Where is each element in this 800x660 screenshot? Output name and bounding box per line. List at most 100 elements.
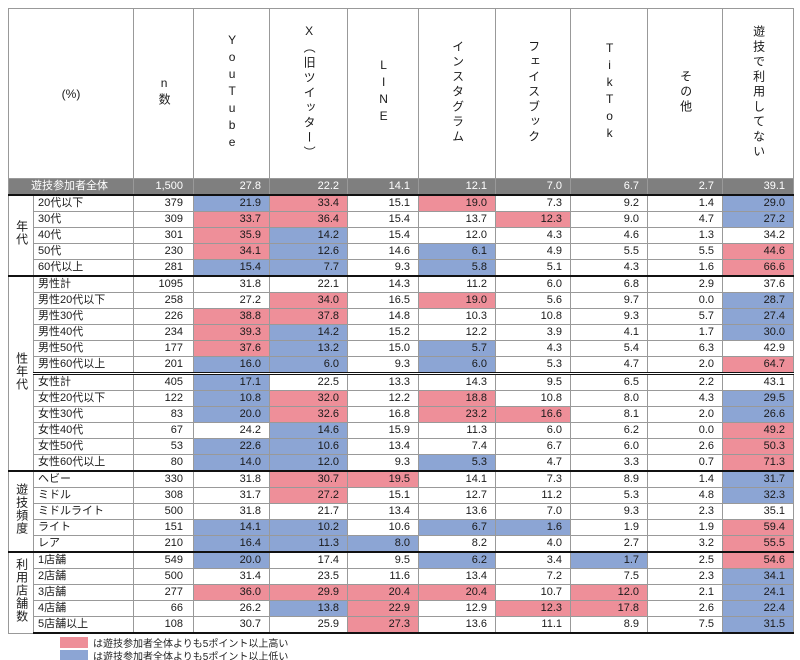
table-row: 性年代 男性計 1095 31.8 22.1 14.3 11.2 6.0 6.8 2.9 37.6	[8, 275, 795, 472]
value-cell: 16.5	[347, 292, 420, 309]
value-cell: 32.6	[269, 406, 349, 423]
row-label: 40代	[32, 227, 135, 244]
value-cell: 30.7	[193, 616, 271, 634]
value-cell: 7.2	[495, 568, 572, 585]
value-cell: 20.0	[193, 551, 271, 569]
value-cell: 27.2	[193, 292, 271, 309]
row-label: 3店舗	[32, 584, 135, 601]
column-header-1: X（旧ツイッター）	[269, 8, 349, 179]
value-cell: 22.6	[193, 438, 271, 455]
n-count-cell: 201	[133, 356, 195, 374]
n-count-cell: 1095	[133, 275, 195, 293]
value-cell: 2.3	[647, 503, 724, 520]
n-count-cell: 330	[133, 470, 195, 488]
value-cell: 12.0	[269, 454, 349, 472]
row-label: 男性30代	[32, 308, 135, 325]
value-cell: 12.3	[495, 600, 572, 617]
n-count-cell: 83	[133, 406, 195, 423]
value-cell: 50.3	[722, 438, 795, 455]
value-cell: 6.3	[647, 340, 724, 357]
value-cell: 34.1	[193, 243, 271, 260]
value-cell: 4.7	[495, 454, 572, 472]
table-row: 女性20代以下 122 10.8 32.0 12.2 18.8 10.8 8.0 4.3 29.5	[9, 390, 795, 407]
column-header-2: LINE	[347, 8, 420, 179]
value-cell: 59.4	[722, 519, 795, 536]
value-cell: 5.3	[495, 356, 572, 374]
value-cell: 15.4	[193, 259, 271, 277]
value-cell: 24.1	[722, 584, 795, 601]
value-cell: 19.0	[418, 194, 497, 212]
value-cell: 4.7	[647, 211, 724, 228]
group-label: 遊技頻度	[8, 470, 34, 553]
value-cell: 7.0	[495, 503, 572, 520]
value-cell: 14.1	[418, 470, 497, 488]
n-count-cell: 80	[133, 454, 195, 472]
n-count-cell: 66	[133, 600, 195, 617]
value-cell: 3.4	[495, 551, 572, 569]
vertical-label: YouTube	[225, 33, 239, 152]
value-cell: 10.8	[193, 390, 271, 407]
table-row: 女性30代 83 20.0 32.6 16.8 23.2 16.6 8.1 2.0 26.6	[9, 406, 795, 423]
value-cell: 9.2	[570, 194, 649, 212]
value-cell: 9.0	[570, 211, 649, 228]
legend: は遊技参加者全体よりも5ポイント以上高い は遊技参加者全体よりも5ポイント以上低…	[60, 636, 792, 660]
vertical-label: フェイスブック	[526, 39, 541, 145]
value-cell: 13.4	[418, 568, 497, 585]
row-label: ヘビー	[32, 470, 135, 488]
value-cell: 5.5	[570, 243, 649, 260]
value-cell: 7.3	[495, 470, 572, 488]
n-count-cell: 230	[133, 243, 195, 260]
value-cell: 31.7	[193, 487, 271, 504]
value-cell: 5.6	[495, 292, 572, 309]
column-header-4: フェイスブック	[495, 8, 572, 179]
value-cell: 54.6	[722, 551, 795, 569]
value-cell: 27.4	[722, 308, 795, 325]
value-cell: 30.0	[722, 324, 795, 341]
value-cell: 12.0	[570, 584, 649, 601]
value-cell: 16.8	[347, 406, 420, 423]
value-cell: 6.1	[418, 243, 497, 260]
value-cell: 2.7	[647, 178, 724, 196]
table-row: 50代 230 34.1 12.6 14.6 6.1 4.9 5.5 5.5 44.6	[9, 243, 795, 260]
value-cell: 39.1	[722, 178, 795, 196]
value-cell: 37.6	[722, 275, 795, 293]
value-cell: 4.6	[570, 227, 649, 244]
value-cell: 15.2	[347, 324, 420, 341]
value-cell: 12.6	[269, 243, 349, 260]
row-label: ミドルライト	[32, 503, 135, 520]
table-row: 女性60代以上 80 14.0 12.0 9.3 5.3 4.7 3.3 0.7 71.3	[9, 454, 795, 472]
value-cell: 29.5	[722, 390, 795, 407]
value-cell: 7.7	[269, 259, 349, 277]
value-cell: 13.8	[269, 600, 349, 617]
value-cell: 15.4	[347, 211, 420, 228]
n-count-cell: 108	[133, 616, 195, 634]
table-row: 30代 309 33.7 36.4 15.4 13.7 12.3 9.0 4.7 27.2	[9, 211, 795, 228]
value-cell: 21.9	[193, 194, 271, 212]
value-cell: 9.3	[570, 503, 649, 520]
value-cell: 16.0	[193, 356, 271, 374]
n-count-cell: 308	[133, 487, 195, 504]
value-cell: 22.2	[269, 178, 349, 196]
n-count-cell: 151	[133, 519, 195, 536]
value-cell: 29.0	[722, 194, 795, 212]
row-label: ミドル	[32, 487, 135, 504]
table-row: 遊技頻度 ヘビー 330 31.8 30.7 19.5 14.1 7.3 8.9 1.4 31.7	[8, 470, 795, 553]
row-label: 男性計	[32, 275, 135, 293]
value-cell: 26.2	[193, 600, 271, 617]
value-cell: 22.9	[347, 600, 420, 617]
value-cell: 14.3	[347, 275, 420, 293]
value-cell: 12.2	[347, 390, 420, 407]
group-label: 年代	[8, 194, 34, 277]
row-label: 女性20代以下	[32, 390, 135, 407]
value-cell: 5.7	[418, 340, 497, 357]
vertical-label: 遊技で利用してない	[751, 24, 766, 160]
value-cell: 20.4	[347, 584, 420, 601]
value-cell: 35.1	[722, 503, 795, 520]
value-cell: 42.9	[722, 340, 795, 357]
value-cell: 11.1	[495, 616, 572, 634]
column-header-5: TikTok	[570, 8, 649, 179]
n-count-cell: 281	[133, 259, 195, 277]
value-cell: 28.7	[722, 292, 795, 309]
value-cell: 22.1	[269, 275, 349, 293]
